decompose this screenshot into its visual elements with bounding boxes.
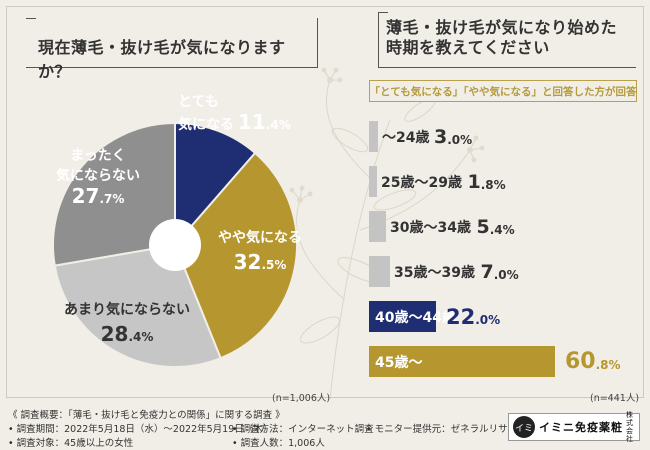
pie-label-very-concerned-line2: 気になる xyxy=(178,117,234,133)
pie-pct-unit-not-at-all-concerned: % xyxy=(112,192,125,206)
pie-label-not-at-all-concerned-line1: まったく xyxy=(70,148,126,164)
pie-label-not-very-concerned-line1: あまり気にならない xyxy=(64,302,190,318)
pie-label-somewhat-concerned: やや気になる 32.5% xyxy=(218,228,302,275)
survey-method: • 調査方法：インターネット調査 xyxy=(232,424,374,435)
bar-value-int: 7 xyxy=(480,260,494,283)
survey-monitor: • モニター提供元：ゼネラルリサーチ xyxy=(366,424,527,435)
bar-row: 30歳～34歳 5.4% xyxy=(369,211,515,242)
pie-slice-not-at-all-concerned xyxy=(52,121,176,267)
pie-pct-dec-very-concerned: .4 xyxy=(265,118,279,132)
bar-value-dec: .8% xyxy=(480,177,506,192)
bar xyxy=(369,211,386,242)
bar-n-note: (n=441人) xyxy=(590,393,640,404)
logo-sub: 株式会社 xyxy=(626,411,633,443)
bar-label: 30歳～34歳 xyxy=(390,219,471,236)
outer-frame xyxy=(6,6,644,398)
bar-label: 45歳～ xyxy=(375,354,423,371)
bar-row: ～24歳 3.0% xyxy=(369,121,472,152)
pie-pct-unit-somewhat-concerned: % xyxy=(274,258,287,272)
bar-label: 25歳～29歳 xyxy=(381,174,462,191)
bar-value: 3.0% xyxy=(434,121,472,152)
survey-count: • 調査人数：1,006人 xyxy=(232,438,325,449)
pie-label-not-very-concerned: あまり気にならない 28.4% xyxy=(64,300,190,347)
bar-value: 60.8% xyxy=(565,346,621,377)
bar-value-dec: .0% xyxy=(447,132,473,147)
bar-value-int: 5 xyxy=(476,215,490,238)
bar xyxy=(369,121,378,152)
company-logo: イミ イミニ免疫薬粧 株式会社 xyxy=(508,411,640,443)
bar-row: 40歳～44歳 22.0% xyxy=(369,301,500,332)
pie-center-hole xyxy=(149,219,201,271)
bar-label: 40歳～44歳 xyxy=(375,309,456,326)
pie-label-very-concerned: とても 気になる 11.4% xyxy=(178,92,291,135)
question-2-line2: 時期を教えてください xyxy=(386,38,550,57)
bar-value: 7.0% xyxy=(481,256,519,287)
pie-pct-not-very-concerned: 28 xyxy=(100,322,129,346)
pie-pct-somewhat-concerned: 32 xyxy=(233,250,262,274)
bar-row: 25歳～29歳 1.8% xyxy=(369,166,506,197)
survey-overview: 《 調査概要：「薄毛・抜け毛と免疫力との関係」に関する調査 》 xyxy=(8,410,285,421)
pie-label-not-at-all-concerned: まったく 気にならない 27.7% xyxy=(56,146,140,209)
pie-label-very-concerned-line1: とても xyxy=(178,94,219,110)
pie-pct-dec-not-very-concerned: .4 xyxy=(128,330,142,344)
question-2-box: 薄毛・抜け毛が気になり始めた 時期を教えてください xyxy=(378,12,636,68)
pie-pct-unit-very-concerned: % xyxy=(278,118,291,132)
bar-value-dec: .4% xyxy=(489,222,515,237)
pie-slice-not-very-concerned xyxy=(53,243,222,368)
bar-value-int: 60 xyxy=(565,349,596,374)
bar-value-dec: .0% xyxy=(493,267,519,282)
pie-n-note: (n=1,006人) xyxy=(272,393,331,404)
logo-mark: イミ xyxy=(513,416,535,438)
bar-value-dec: .0% xyxy=(475,312,501,327)
bar-row: 45歳～ 60.8% xyxy=(369,346,621,377)
survey-period: • 調査期間：2022年5月18日（水）～2022年5月19日（木） xyxy=(8,424,273,435)
question-1-text: 現在薄毛・抜け毛が気になりますか？ xyxy=(38,38,286,81)
bar-value: 5.4% xyxy=(477,211,515,242)
bar-value-dec: .8% xyxy=(595,357,621,372)
pie-chart xyxy=(52,121,298,368)
bar: 40歳～44歳 xyxy=(369,301,456,332)
bar-chart-subtitle: 「とても気になる」「やや気になる」と回答した方が回答 xyxy=(369,80,637,102)
question-2-line1: 薄毛・抜け毛が気になり始めた xyxy=(386,18,618,37)
pie-pct-very-concerned: 11 xyxy=(238,110,266,134)
pie-pct-dec-somewhat-concerned: .5 xyxy=(261,258,275,272)
pie-slice-very-concerned xyxy=(174,121,257,248)
survey-target: • 調査対象：45歳以上の女性 xyxy=(8,438,134,449)
pie-label-somewhat-concerned-line1: やや気になる xyxy=(218,230,302,246)
bar-label: ～24歳 xyxy=(382,129,430,146)
bar-value: 1.8% xyxy=(468,166,506,197)
bar-value-int: 3 xyxy=(434,125,448,148)
bar-value-int: 1 xyxy=(467,170,481,193)
pie-label-not-at-all-concerned-line2: 気にならない xyxy=(56,168,140,184)
bar-label: 35歳～39歳 xyxy=(394,264,475,281)
bar xyxy=(369,166,377,197)
bar xyxy=(369,256,390,287)
pie-pct-unit-not-very-concerned: % xyxy=(141,330,154,344)
bar-value-int: 22 xyxy=(446,304,476,329)
bar: 45歳～ xyxy=(369,346,555,377)
pie-slice-somewhat-concerned xyxy=(173,151,298,360)
question-1-box: 現在薄毛・抜け毛が気になりますか？ xyxy=(26,18,318,81)
bar-value: 22.0% xyxy=(446,301,500,332)
pie-pct-dec-not-at-all-concerned: .7 xyxy=(99,192,113,206)
logo-name: イミニ免疫薬粧 xyxy=(539,421,623,434)
pie-pct-not-at-all-concerned: 27 xyxy=(71,184,100,208)
bar-row: 35歳～39歳 7.0% xyxy=(369,256,519,287)
